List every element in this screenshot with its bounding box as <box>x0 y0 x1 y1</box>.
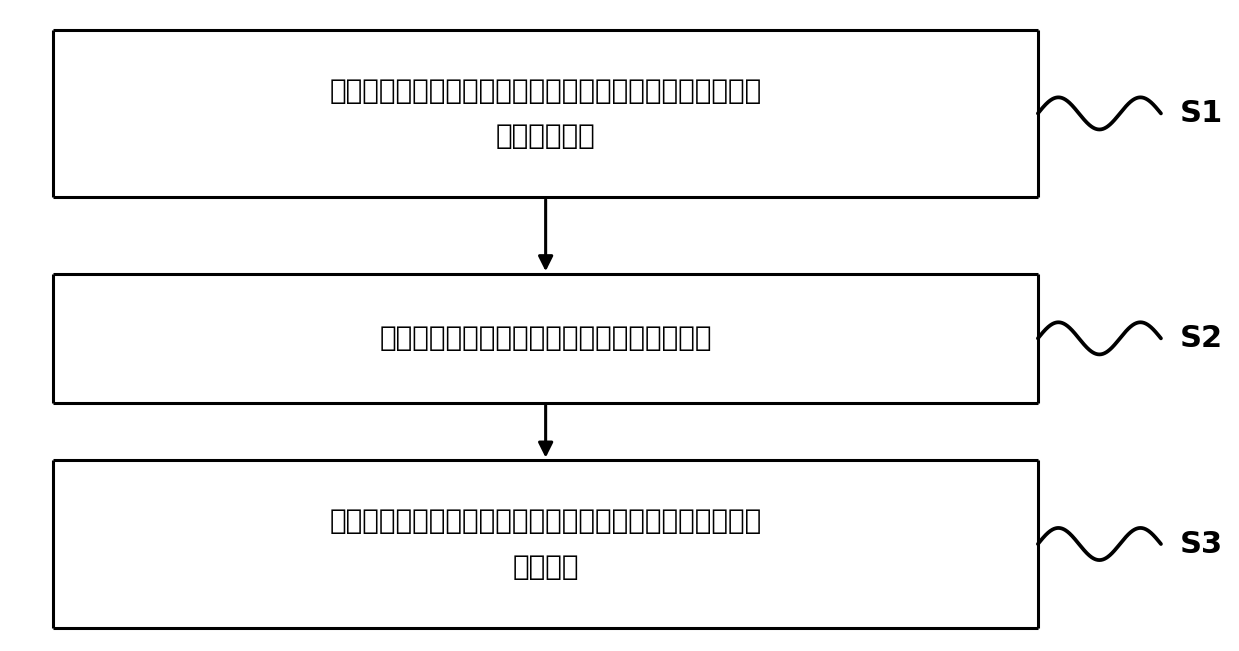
Text: S1: S1 <box>1180 99 1223 128</box>
Text: S3: S3 <box>1180 529 1223 559</box>
Text: 测量所述地表偶极源在不同测点所产生的电位: 测量所述地表偶极源在不同测点所产生的电位 <box>379 324 712 352</box>
Text: 将漏电干扰源视为地表偶极源，建立所述地表偶极源对地电
观测影响模型: 将漏电干扰源视为地表偶极源，建立所述地表偶极源对地电 观测影响模型 <box>330 77 762 150</box>
Text: S2: S2 <box>1180 324 1223 353</box>
Text: 根据任意两个测点之间的电位差，推算出所述地表偶极源的
位置坐标: 根据任意两个测点之间的电位差，推算出所述地表偶极源的 位置坐标 <box>330 507 762 581</box>
